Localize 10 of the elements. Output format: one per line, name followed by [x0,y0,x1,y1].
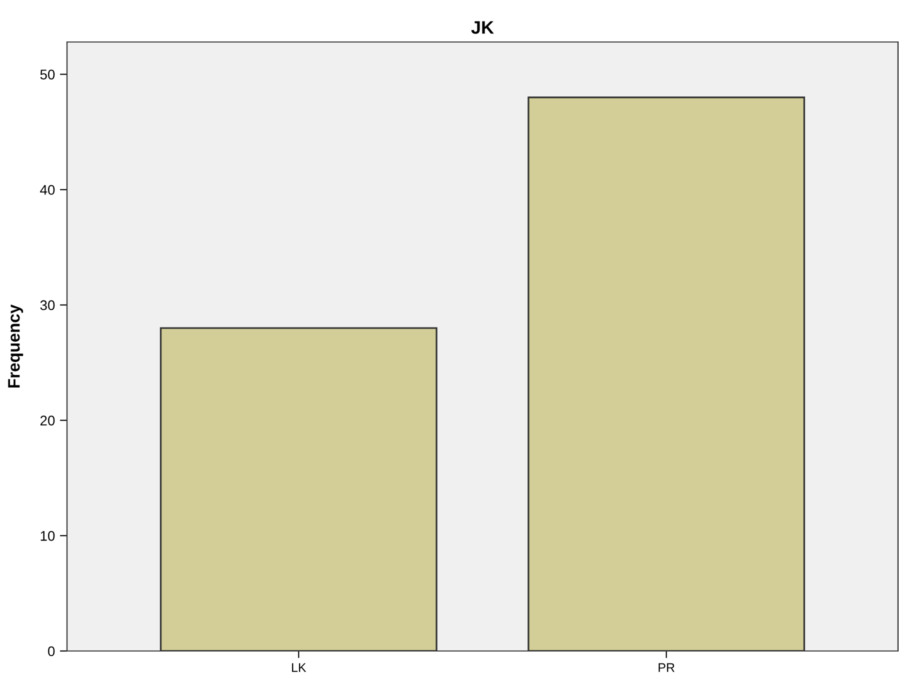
y-tick-label: 20 [40,416,55,426]
x-tick-label: PR [658,663,674,672]
y-axis-title: Frequency [8,304,24,388]
y-tick-label: 50 [40,70,55,80]
y-tick-label: 10 [40,530,55,541]
y-tick-label: 30 [40,300,55,310]
x-tick-label: LK [292,663,306,672]
y-tick-label: 40 [40,184,55,195]
chart-title: JK [471,21,494,34]
y-tick-label: 0 [48,646,55,656]
